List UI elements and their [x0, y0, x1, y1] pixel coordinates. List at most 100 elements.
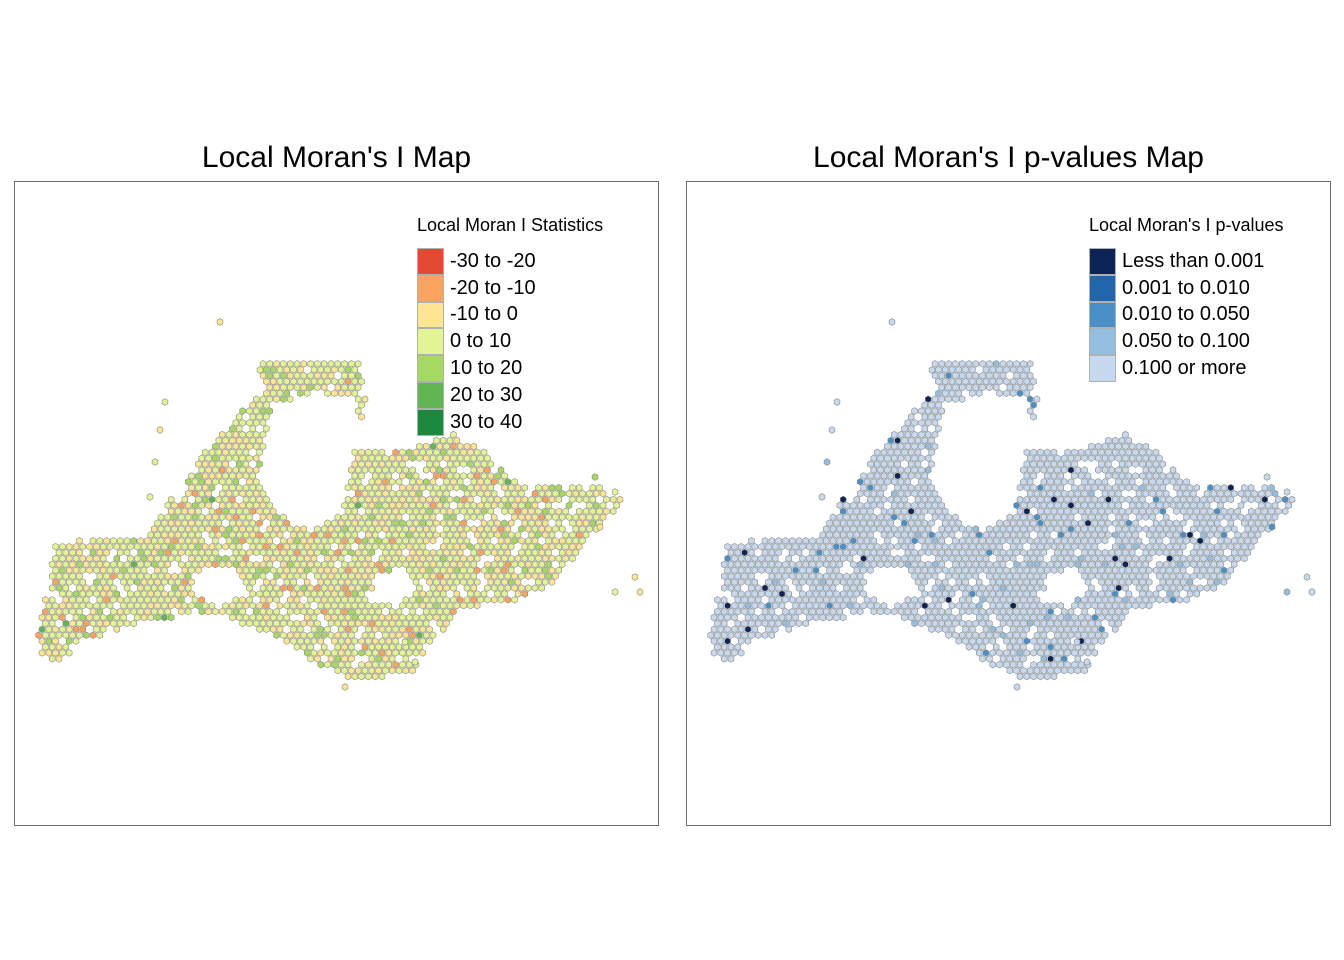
hexagon-cell	[744, 554, 752, 563]
hexagon-cell	[1234, 554, 1241, 563]
hexagon-cell	[908, 436, 915, 445]
hexagon-cell	[378, 448, 386, 456]
hexagon-cell	[443, 537, 450, 545]
hexagon-cell	[181, 543, 188, 551]
hexagon-cell	[174, 554, 182, 563]
hexagon-cell	[969, 566, 976, 574]
hexagon-cell	[959, 619, 966, 628]
hexagon-cell	[93, 543, 100, 551]
hexagon-cell	[253, 478, 260, 486]
hexagon-cell	[894, 531, 901, 539]
hexagon-cell	[242, 531, 250, 539]
hexagon-cell	[1010, 625, 1017, 633]
hexagon-cell	[1115, 619, 1122, 628]
hexagon-cell	[1081, 478, 1088, 486]
hexagon-cell	[208, 495, 216, 504]
hexagon-cell	[816, 548, 823, 557]
hexagon-cell	[1006, 513, 1013, 521]
hexagon-cell	[236, 484, 243, 492]
hexagon-cell	[460, 460, 467, 468]
hexagon-cell	[741, 596, 748, 604]
hexagon-cell	[1105, 602, 1112, 610]
hexagon-cell	[1081, 619, 1088, 628]
hexagon-cell	[931, 560, 939, 569]
hexagon-cell	[908, 602, 915, 610]
hexagon-cell	[1173, 543, 1180, 551]
hexagon-cell	[361, 560, 369, 569]
hexagon-cell	[1152, 543, 1160, 551]
hexagon-cell	[1163, 489, 1170, 498]
hexagon-cell	[1071, 531, 1078, 539]
hexagon-cell	[161, 531, 168, 539]
hexagon-cell	[59, 649, 66, 657]
hexagon-cell	[965, 360, 973, 368]
hexagon-cell	[1081, 537, 1088, 545]
hexagon-cell	[887, 519, 894, 527]
hexagon-cell	[334, 360, 341, 368]
hexagon-cell	[921, 578, 928, 586]
hexagon-cell	[982, 377, 990, 386]
hexagon-cell	[955, 637, 962, 645]
hexagon-cell	[565, 513, 573, 521]
hexagon-cell	[826, 578, 833, 586]
hexagon-cell	[1064, 637, 1071, 645]
hexagon-cell	[989, 543, 996, 551]
hexagon-cell	[1047, 478, 1054, 486]
hexagon-cell	[280, 525, 287, 533]
hexagon-cell	[453, 578, 460, 586]
hexagon-cell	[962, 531, 969, 539]
hexagon-cell	[72, 590, 80, 598]
hexagon-cell	[334, 383, 341, 392]
hexagon-cell	[365, 566, 372, 574]
hexagon-cell	[382, 548, 389, 557]
hexagon-cell	[1146, 448, 1153, 456]
hexagon-cell	[130, 572, 137, 580]
hexagon-cell	[1125, 484, 1132, 492]
hexagon-cell	[942, 519, 949, 527]
hexagon-cell	[1010, 613, 1017, 622]
hexagon-cell	[62, 548, 69, 557]
hexagon-cell	[368, 525, 375, 533]
hexagon-cell	[79, 613, 86, 622]
hexagon-cell	[809, 537, 816, 545]
hexagon-cell	[1180, 519, 1187, 527]
hexagon-cell	[1047, 454, 1054, 462]
hexagon-cell	[1057, 460, 1064, 468]
hexagon-cell	[89, 560, 97, 569]
hexagon-cell	[1135, 454, 1143, 462]
hexagon-cell	[1105, 578, 1112, 586]
hexagon-cell	[976, 602, 983, 610]
hexagon-cell	[1095, 501, 1102, 510]
hexagon-cell	[942, 377, 949, 386]
hexagon-cell	[897, 430, 905, 439]
hexagon-cell	[307, 607, 314, 616]
hexagon-cell	[62, 572, 69, 580]
hexagon-cell	[263, 578, 270, 586]
hexagon-cell	[962, 590, 969, 598]
hexagon-cell	[596, 523, 604, 531]
hexagon-cell	[996, 554, 1003, 563]
hexagon-cell	[416, 525, 423, 533]
hexagon-cell	[548, 531, 556, 539]
hexagon-cell	[965, 643, 973, 651]
hexagon-cell	[976, 578, 983, 586]
hexagon-cell	[372, 484, 379, 492]
hexagon-cell	[307, 643, 314, 651]
hexagon-cell	[195, 472, 202, 480]
hexagon-cell	[1142, 478, 1149, 486]
hexagon-cell	[535, 554, 542, 563]
hexagon-cell	[911, 572, 918, 580]
hexagon-cell	[1088, 454, 1095, 462]
hexagon-cell	[819, 578, 826, 586]
hexagon-cell	[263, 366, 270, 374]
hexagon-cell	[884, 442, 891, 451]
hexagon-cell	[117, 537, 124, 545]
hexagon-cell	[361, 525, 369, 533]
hexagon-cell	[531, 501, 539, 510]
hexagon-cell	[426, 637, 433, 645]
hexagon-cell	[562, 531, 569, 539]
hexagon-cell	[965, 631, 973, 639]
hexagon-cell	[113, 554, 120, 563]
hexagon-cell	[198, 537, 205, 545]
hexagon-cell	[1033, 572, 1041, 580]
